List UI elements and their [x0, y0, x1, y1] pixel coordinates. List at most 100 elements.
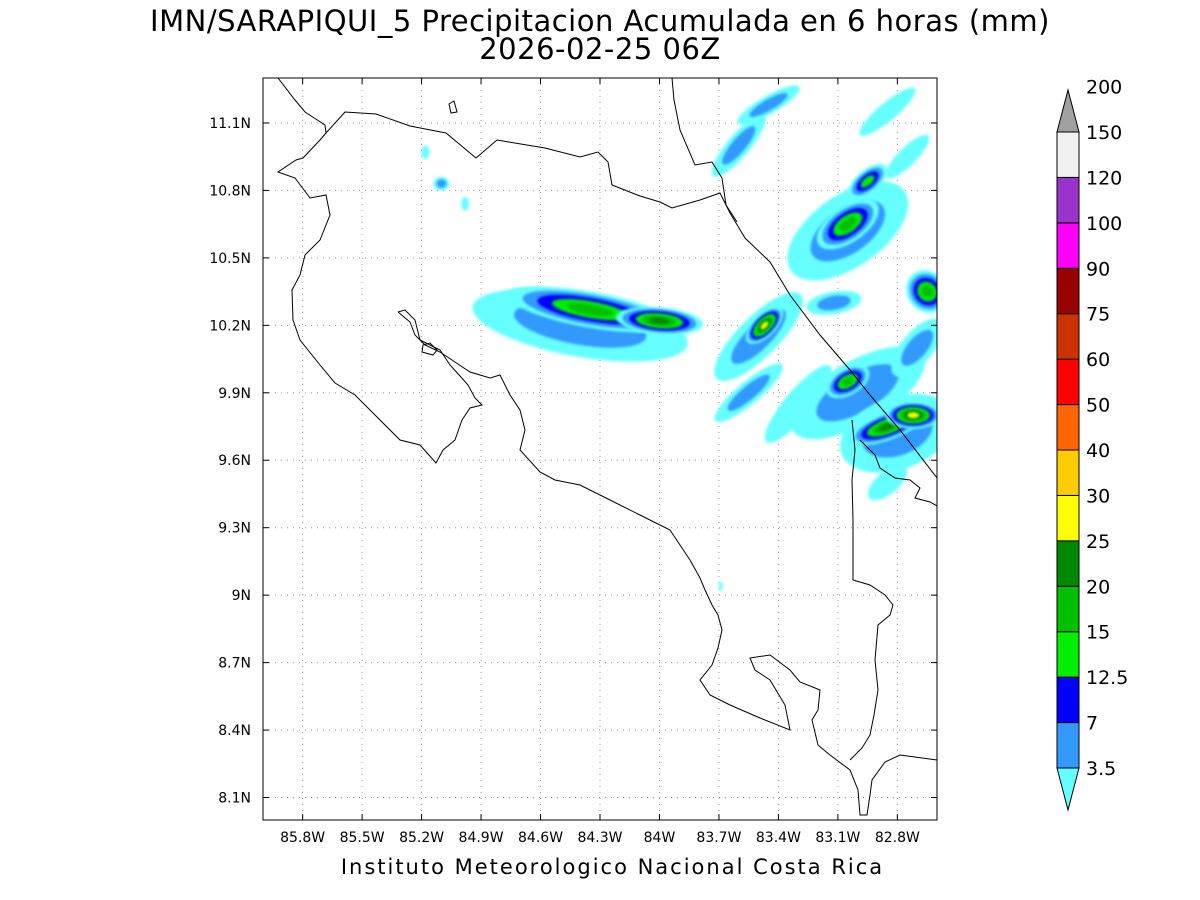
colorbar-box — [1056, 449, 1080, 496]
colorbar-bottom-arrow — [1056, 767, 1080, 812]
colorbar-box — [1056, 313, 1080, 360]
lat-tick-label: 10.8N — [209, 183, 251, 199]
precip-contour — [838, 216, 857, 232]
precip-contour-fill — [722, 126, 756, 165]
precip-contour-fill — [727, 374, 770, 411]
colorbar-legend: 3.5 7 12.5 15 20 25 30 40 50 60 75 90 100 120 150 200 — [1056, 77, 1128, 812]
precip-contour — [461, 197, 470, 211]
colorbar-label: 75 — [1086, 304, 1110, 326]
precip-contour — [727, 374, 770, 411]
precip-contour — [718, 581, 723, 591]
colorbar-label: 12.5 — [1086, 667, 1128, 689]
lat-tick-label: 8.4N — [218, 723, 251, 739]
precip-contour-fill — [421, 145, 430, 159]
precip-contour — [760, 321, 769, 330]
precipitation-field — [421, 85, 937, 591]
precip-contour — [867, 465, 908, 501]
lat-tick-label: 10.5N — [209, 251, 251, 267]
lat-tick-label: 9.3N — [218, 521, 251, 537]
precip-contour — [749, 93, 788, 117]
lon-tick-label: 85.2W — [399, 830, 444, 846]
precip-contour — [860, 175, 875, 188]
precip-contour-fill — [749, 93, 788, 117]
colorbar-box — [1056, 358, 1080, 406]
chart-title: IMN/SARAPIQUI_5 Precipitacion Acumulada … — [150, 4, 1050, 38]
precip-contour-fill — [760, 321, 769, 330]
axis-ticks: 85.8W 85.5W 85.2W 84.9W 84.6W 84.3W 84W 83.7W 83… — [209, 78, 937, 846]
lon-tick-label: 83.1W — [815, 830, 860, 846]
chart-subtitle-date: 2026-02-25 06Z — [479, 32, 721, 66]
colorbar-label: 60 — [1086, 349, 1110, 371]
precip-contour-fill — [648, 317, 671, 325]
precip-contour-fill — [841, 376, 854, 387]
colorbar-box — [1056, 676, 1080, 724]
lat-tick-label: 8.1N — [218, 791, 251, 807]
precip-contour-fill — [461, 197, 470, 211]
precip-contour-fill — [718, 581, 723, 591]
precip-contour-fill — [885, 134, 930, 179]
precip-contour-fill — [566, 303, 614, 317]
colorbar-box — [1056, 540, 1080, 587]
precip-contour — [878, 422, 897, 432]
lat-tick-label: 11.1N — [209, 116, 251, 132]
colorbar-label: 7 — [1086, 713, 1098, 735]
precip-contour — [722, 126, 756, 165]
precip-contour-fill — [859, 87, 916, 136]
colorbar-box — [1056, 631, 1080, 678]
lat-tick-label: 9N — [232, 588, 251, 604]
precip-contour — [817, 295, 851, 311]
precip-contour-fill — [878, 422, 897, 432]
precip-contour — [436, 179, 447, 188]
precip-contour-fill — [816, 364, 900, 422]
precip-contour-fill — [867, 465, 908, 501]
map-grid — [263, 78, 937, 820]
colorbar-box — [1056, 404, 1080, 451]
colorbar-label: 200 — [1086, 77, 1122, 99]
precip-contour — [859, 87, 916, 136]
colorbar-label: 150 — [1086, 122, 1122, 144]
colorbar-label: 15 — [1086, 622, 1110, 644]
lat-tick-label: 10.2N — [209, 318, 251, 334]
lat-tick-label: 8.7N — [218, 656, 251, 672]
colorbar-label: 30 — [1086, 485, 1110, 507]
colorbar-box — [1056, 585, 1080, 633]
colorbar-label: 3.5 — [1086, 758, 1116, 780]
precip-contour-fill — [921, 285, 934, 298]
colorbar-label: 90 — [1086, 258, 1110, 280]
colorbar-box — [1056, 494, 1080, 542]
precip-contour — [921, 285, 934, 298]
precip-contour-fill — [907, 412, 920, 419]
lon-tick-label: 85.8W — [280, 830, 325, 846]
lon-tick-label: 83.4W — [756, 830, 801, 846]
coastline — [276, 78, 937, 816]
colorbar-box — [1056, 267, 1080, 315]
colorbar-top-arrow — [1056, 88, 1080, 133]
lon-tick-label: 84.9W — [459, 830, 504, 846]
colorbar-box — [1056, 176, 1080, 224]
lon-tick-label: 84.6W — [518, 830, 563, 846]
lon-tick-label: 84W — [644, 830, 676, 846]
precip-contour-fill — [817, 295, 851, 311]
footer-credit: Instituto Meteorologico Nacional Costa R… — [340, 855, 885, 879]
precip-contour — [841, 376, 854, 387]
lat-tick-label: 9.9N — [218, 386, 251, 402]
lon-tick-label: 83.7W — [696, 830, 741, 846]
colorbar-label: 20 — [1086, 576, 1110, 598]
precip-contour-fill — [436, 179, 447, 188]
precip-contour-fill — [901, 329, 934, 366]
lon-tick-label: 84.3W — [577, 830, 622, 846]
precip-contour-fill — [860, 175, 875, 188]
precip-contour-fill — [838, 216, 857, 232]
precip-contour — [421, 145, 430, 159]
precip-contour — [901, 329, 934, 366]
colorbar-box — [1056, 722, 1080, 769]
precip-contour — [566, 303, 614, 317]
colorbar-box — [1056, 131, 1080, 178]
lon-tick-label: 85.5W — [340, 830, 385, 846]
colorbar-box — [1056, 222, 1080, 269]
colorbar-label: 25 — [1086, 531, 1110, 553]
colorbar-label: 40 — [1086, 440, 1110, 462]
lon-tick-label: 82.8W — [875, 830, 920, 846]
lat-tick-label: 9.6N — [218, 453, 251, 469]
